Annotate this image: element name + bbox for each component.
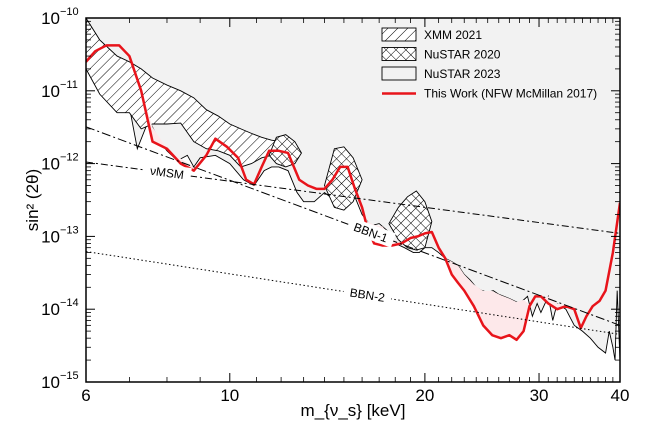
legend-swatch-xmm-2021 bbox=[381, 27, 417, 42]
x-tick-label: 10 bbox=[220, 386, 239, 405]
line-label-bg bbox=[142, 161, 192, 183]
legend-label-nustar-2023: NuSTAR 2023 bbox=[424, 67, 501, 81]
y-tick-label-exponent: −11 bbox=[60, 79, 78, 91]
line-label-bbn-2: BBN-2 bbox=[349, 286, 386, 305]
y-tick-label-exponent: −10 bbox=[60, 6, 79, 18]
y-tick-label: 10 bbox=[41, 227, 60, 246]
y-tick-label-exponent: −14 bbox=[60, 297, 79, 309]
legend: XMM 2021 NuSTAR 2020 NuSTAR 2023 This Work … bbox=[381, 27, 597, 101]
legend-label-nustar-2020: NuSTAR 2020 bbox=[424, 48, 501, 62]
line-label-bg bbox=[342, 283, 393, 306]
legend-swatch-nustar-2023 bbox=[381, 66, 417, 81]
axis-labels: m_{ν_s} [keV] sin² (2θ) bbox=[23, 169, 405, 420]
x-tick-label: 20 bbox=[415, 386, 434, 405]
y-tick-label: 10 bbox=[41, 9, 60, 28]
x-tick-label: 40 bbox=[611, 386, 630, 405]
y-tick-label: 10 bbox=[41, 155, 60, 174]
x-axis-title: m_{ν_s} [keV] bbox=[301, 401, 406, 420]
x-tick-label: 30 bbox=[530, 386, 549, 405]
legend-swatch-nustar-2020 bbox=[381, 47, 417, 61]
legend-label-this-work-nfw-mcmillan-2017: This Work (NFW McMillan 2017) bbox=[424, 87, 597, 101]
y-tick-label: 10 bbox=[41, 82, 60, 101]
region-nustar-2020-b bbox=[324, 146, 363, 211]
y-tick-label-exponent: −12 bbox=[60, 152, 79, 164]
y-tick-label: 10 bbox=[41, 300, 60, 319]
x-tick-label: 6 bbox=[81, 386, 90, 405]
y-tick-label: 10 bbox=[41, 373, 60, 392]
plot-frame bbox=[85, 17, 621, 383]
y-tick-label-exponent: −13 bbox=[60, 224, 79, 236]
line-label-numsm: νMSM bbox=[149, 164, 185, 182]
legend-label-xmm-2021: XMM 2021 bbox=[424, 28, 482, 42]
y-tick-label-exponent: −15 bbox=[60, 370, 79, 382]
y-axis-title: sin² (2θ) bbox=[23, 169, 42, 231]
region-nustar-2020-a bbox=[268, 134, 302, 168]
line-label-bg bbox=[345, 216, 397, 248]
